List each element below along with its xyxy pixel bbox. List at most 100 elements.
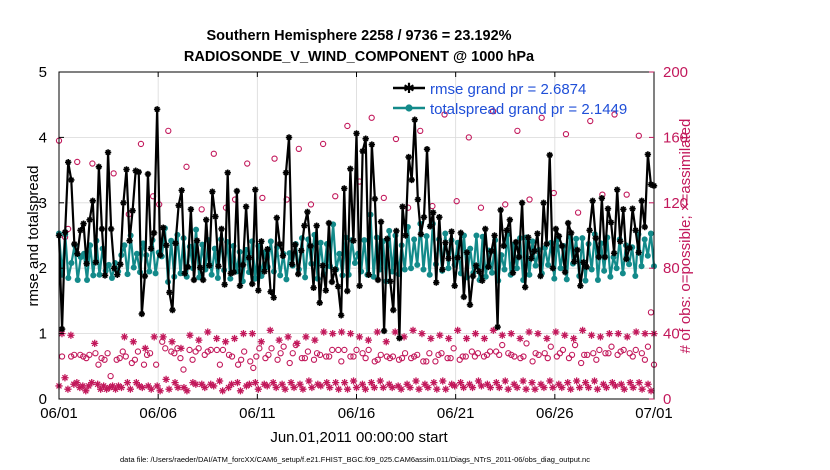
- obs-possible-marker: [477, 204, 485, 211]
- obs-assimilated-marker: [82, 387, 90, 395]
- rmse-point: [620, 206, 627, 213]
- obs-possible-marker: [195, 345, 202, 352]
- obs-assimilated-marker: [567, 385, 575, 393]
- rmse-point: [454, 254, 461, 261]
- obs-possible-marker: [274, 356, 281, 363]
- rmse-point: [328, 278, 336, 286]
- rmse-point: [350, 237, 357, 244]
- obs-assimilated-marker: [406, 383, 414, 392]
- rmse-point: [282, 169, 290, 176]
- totalspread-point: [579, 235, 586, 242]
- obs-possible-marker: [417, 127, 424, 135]
- obs-assimilated-marker: [281, 385, 289, 393]
- obs-assimilated-marker: [599, 380, 608, 388]
- rmse-point: [196, 264, 204, 271]
- obs-assimilated-marker: [409, 326, 417, 334]
- obs-assimilated-marker: [525, 328, 533, 336]
- obs-assimilated-marker: [468, 383, 477, 392]
- totalspread-point: [65, 275, 72, 282]
- obs-possible-marker: [326, 353, 333, 360]
- obs-possible-marker: [432, 358, 439, 365]
- totalspread-point: [133, 250, 140, 257]
- rmse-point: [420, 213, 428, 221]
- rmse-point: [313, 222, 320, 229]
- obs-assimilated-marker: [379, 383, 387, 392]
- obs-assimilated-marker: [323, 379, 331, 387]
- rmse-point: [61, 229, 69, 236]
- totalspread-point: [529, 238, 536, 245]
- obs-possible-marker: [250, 364, 257, 372]
- rmse-point: [577, 282, 584, 290]
- obs-assimilated-marker: [439, 377, 447, 385]
- obs-assimilated-marker: [320, 328, 328, 336]
- obs-assimilated-marker: [254, 385, 262, 393]
- rmse-point: [457, 229, 464, 237]
- obs-assimilated-marker: [343, 385, 352, 393]
- obs-possible-marker: [353, 346, 360, 354]
- rmse-point: [390, 306, 397, 314]
- rmse-point: [126, 237, 133, 244]
- obs-possible-marker: [137, 140, 145, 148]
- obs-assimilated-marker: [129, 338, 137, 346]
- rmse-point: [178, 187, 185, 194]
- y-right-tick-label: 0: [663, 391, 671, 408]
- rmse-point: [224, 169, 231, 176]
- obs-assimilated-marker: [474, 377, 483, 385]
- obs-possible-marker: [180, 366, 187, 373]
- obs-assimilated-marker: [483, 380, 491, 388]
- obs-possible-marker: [547, 343, 554, 350]
- obs-assimilated-marker: [168, 338, 176, 346]
- obs-possible-marker: [319, 140, 327, 148]
- obs-assimilated-marker: [462, 334, 471, 343]
- obs-assimilated-marker: [329, 330, 337, 338]
- obs-possible-marker: [313, 350, 321, 357]
- obs-possible-marker: [347, 353, 354, 360]
- obs-possible-marker: [101, 356, 108, 363]
- rmse-point: [635, 249, 642, 256]
- y-tick-label: 4: [39, 129, 47, 146]
- totalspread-point: [370, 273, 377, 280]
- obs-assimilated-marker: [141, 344, 149, 352]
- obs-assimilated-marker: [421, 380, 429, 388]
- obs-possible-marker: [411, 353, 418, 360]
- obs-assimilated-marker: [269, 379, 277, 387]
- obs-assimilated-marker: [150, 333, 158, 341]
- rmse-point: [469, 272, 477, 280]
- obs-possible-marker: [423, 358, 430, 365]
- rmse-point: [607, 219, 615, 226]
- totalspread-point: [563, 276, 570, 283]
- obs-possible-marker: [632, 346, 639, 354]
- totalspread-point: [317, 239, 324, 246]
- obs-possible-marker: [514, 127, 521, 135]
- totalspread-point: [283, 276, 290, 283]
- obs-possible-marker: [304, 348, 312, 355]
- obs-possible-marker: [89, 160, 96, 167]
- obs-assimilated-marker: [507, 330, 515, 338]
- rmse-point: [417, 230, 425, 238]
- obs-assimilated-marker: [108, 382, 117, 390]
- obs-assimilated-marker: [126, 385, 134, 393]
- totalspread-point: [420, 266, 427, 273]
- obs-assimilated-marker: [519, 377, 527, 385]
- rmse-point: [135, 168, 142, 176]
- rmse-point: [371, 195, 379, 203]
- y-right-tick-label: 40: [663, 326, 680, 343]
- obs-assimilated-marker: [602, 383, 610, 392]
- rmse-point: [552, 225, 560, 233]
- rmse-point: [291, 241, 299, 248]
- obs-possible-marker: [444, 354, 451, 362]
- obs-possible-marker: [404, 204, 412, 211]
- totalspread-point: [423, 233, 430, 240]
- obs-possible-marker: [502, 201, 509, 208]
- y-right-axis-label: # of obs: o=possible; ×=assimilated: [677, 119, 694, 354]
- obs-assimilated-marker: [189, 379, 197, 387]
- obs-possible-marker: [350, 353, 357, 360]
- series-layer: [55, 106, 658, 342]
- legend-rmse-label: rmse grand pr = 2.6874: [430, 81, 586, 98]
- rmse-point: [325, 219, 333, 227]
- rmse-point: [433, 279, 440, 286]
- obs-assimilated-marker: [162, 375, 170, 383]
- obs-possible-marker: [562, 130, 570, 138]
- obs-assimilated-marker: [522, 385, 530, 393]
